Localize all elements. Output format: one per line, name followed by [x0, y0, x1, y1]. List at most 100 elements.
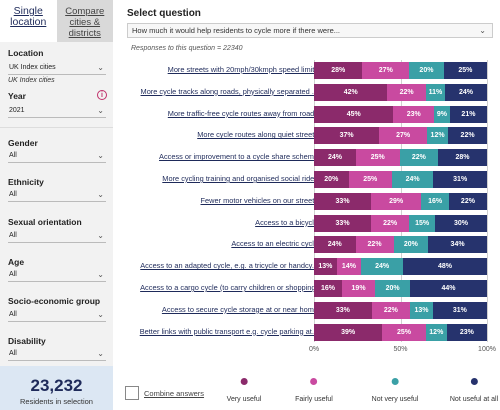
bar-segment[interactable]: 33% — [314, 301, 372, 319]
year-select[interactable]: 2021 ⌄ — [8, 105, 106, 118]
bar-segment[interactable]: 22% — [448, 192, 487, 210]
category-label[interactable]: More traffic-free cycle routes away from… — [167, 108, 318, 118]
gender-select[interactable]: All ⌄ — [8, 150, 106, 163]
bar-segment[interactable]: 20% — [409, 62, 444, 79]
category-label[interactable]: Better links with public transport e.g. … — [139, 326, 318, 336]
stacked-bar[interactable]: 33% 22% 15% 30% — [314, 214, 487, 232]
bar-segment[interactable]: 22% — [387, 83, 426, 101]
location-label: Location — [8, 48, 44, 58]
bar-segment[interactable]: 42% — [314, 83, 388, 101]
stacked-bar[interactable]: 20% 25% 24% 31% — [314, 171, 487, 188]
bar-segment[interactable]: 33% — [314, 192, 372, 210]
bar-segment[interactable]: 23% — [446, 323, 487, 341]
legend-dot-icon — [391, 378, 399, 385]
tab-single-location[interactable]: Single location — [0, 0, 57, 42]
stacked-bar[interactable]: 42% 22% 11% 24% — [314, 83, 487, 101]
sexual-orientation-select[interactable]: All ⌄ — [8, 230, 106, 243]
bar-segment[interactable]: 20% — [393, 236, 429, 254]
bar-segment[interactable]: 22% — [371, 214, 410, 232]
question-select[interactable]: How much it would help residents to cycl… — [127, 23, 493, 38]
bar-segment[interactable]: 20% — [375, 280, 411, 297]
bar-segment[interactable]: 28% — [314, 62, 363, 79]
stacked-bar[interactable]: 37% 27% 12% 22% — [314, 127, 487, 145]
bar-segment[interactable]: 25% — [355, 149, 400, 167]
category-label[interactable]: Access to an electric cycle — [231, 239, 318, 249]
stacked-bar[interactable]: 45% 23% 9% 21% — [314, 105, 487, 123]
category-label[interactable]: More cycle routes along quiet streets — [197, 130, 318, 140]
bar-segment[interactable]: 31% — [433, 171, 487, 188]
stacked-bar[interactable]: 39% 25% 12% 23% — [314, 323, 487, 341]
combine-answers-label[interactable]: Combine answers — [144, 388, 205, 398]
bar-segment[interactable]: 22% — [355, 236, 394, 254]
age-select[interactable]: All ⌄ — [8, 269, 106, 282]
bar-segment[interactable]: 45% — [314, 105, 394, 123]
bar-segment[interactable]: 13% — [410, 301, 433, 319]
bar-segment[interactable]: 16% — [314, 280, 342, 297]
stacked-bar[interactable]: 28% 27% 20% 25% — [314, 62, 487, 79]
bar-segment[interactable]: 48% — [403, 258, 487, 276]
sidebar: Single location Compare cities & distric… — [0, 0, 113, 410]
bar-segment[interactable]: 25% — [348, 171, 392, 188]
stacked-bar[interactable]: 24% 25% 22% 28% — [314, 149, 487, 167]
bar-segment[interactable]: 12% — [426, 127, 449, 145]
bar-segment[interactable]: 16% — [421, 192, 449, 210]
bar-segment[interactable]: 24% — [314, 236, 356, 254]
stacked-bar[interactable]: 16% 19% 20% 44% — [314, 280, 487, 297]
bar-segment[interactable]: 11% — [425, 83, 446, 101]
bar-segment[interactable]: 9% — [434, 105, 450, 123]
category-label[interactable]: More cycling training and organised soci… — [162, 174, 318, 183]
bar-segment[interactable]: 37% — [314, 127, 380, 145]
bar-segment[interactable]: 14% — [336, 258, 362, 276]
bar-segment[interactable]: 24% — [445, 83, 487, 101]
location-select[interactable]: UK Index cities ⌄ — [8, 62, 106, 75]
combine-answers-checkbox[interactable] — [125, 386, 139, 400]
category-label[interactable]: Access or improvement to a cycle share s… — [159, 152, 318, 162]
category-label[interactable]: More streets with 20mph/30kmph speed lim… — [167, 65, 318, 74]
category-label[interactable]: Access to secure cycle storage at or nea… — [161, 304, 318, 314]
bar-segment[interactable]: 22% — [448, 127, 487, 145]
bar-segment[interactable]: 20% — [314, 171, 349, 188]
ethnicity-select[interactable]: All ⌄ — [8, 189, 106, 202]
stacked-bar[interactable]: 33% 29% 16% 22% — [314, 192, 487, 210]
chart-row: Better links with public transport e.g. … — [113, 323, 500, 341]
combine-answers[interactable]: Combine answers — [125, 386, 204, 400]
legend-label: Not very useful — [371, 396, 419, 403]
stacked-bar[interactable]: 33% 22% 13% 31% — [314, 301, 487, 319]
bar-segment[interactable]: 21% — [449, 105, 487, 123]
bar-segment[interactable]: 28% — [438, 149, 487, 167]
bar-segment[interactable]: 13% — [314, 258, 337, 276]
stacked-bar[interactable]: 24% 22% 20% 34% — [314, 236, 487, 254]
category-label[interactable]: Access to a cargo cycle (to carry childr… — [140, 283, 318, 292]
bar-segment[interactable]: 44% — [410, 280, 487, 297]
tab-compare-cities[interactable]: Compare cities & districts — [56, 0, 113, 42]
category-label[interactable]: More cycle tracks along roads, physicall… — [140, 86, 318, 96]
bar-segment[interactable]: 15% — [409, 214, 436, 232]
bar-segment[interactable]: 22% — [371, 301, 411, 319]
bar-segment[interactable]: 29% — [371, 192, 422, 210]
category-label[interactable]: Access to a bicycle — [255, 217, 318, 227]
bar-segment[interactable]: 27% — [362, 62, 410, 79]
bar-segment[interactable]: 33% — [314, 214, 372, 232]
chevron-down-icon: ⌄ — [97, 190, 104, 199]
bar-segment[interactable]: 25% — [382, 323, 426, 341]
disability-select[interactable]: All ⌄ — [8, 348, 106, 361]
bar-segment[interactable]: 24% — [361, 258, 404, 276]
chart-row: More traffic-free cycle routes away from… — [113, 105, 500, 123]
bar-segment[interactable]: 23% — [393, 105, 435, 123]
bar-segment[interactable]: 27% — [379, 127, 427, 145]
category-label[interactable]: Fewer motor vehicles on our streets — [200, 195, 318, 205]
bar-segment[interactable]: 34% — [428, 236, 487, 254]
stacked-bar[interactable]: 13% 14% 24% 48% — [314, 258, 487, 276]
bar-segment[interactable]: 24% — [314, 149, 356, 167]
socio-economic-select[interactable]: All ⌄ — [8, 309, 106, 322]
bar-segment[interactable]: 19% — [341, 280, 376, 297]
bar-segment[interactable]: 31% — [432, 301, 487, 319]
bar-segment[interactable]: 12% — [425, 323, 447, 341]
bar-segment[interactable]: 25% — [443, 62, 487, 79]
bar-segment[interactable]: 22% — [399, 149, 439, 167]
bar-segment[interactable]: 30% — [435, 214, 487, 232]
category-label[interactable]: Access to an adapted cycle, e.g. a tricy… — [140, 261, 318, 271]
bar-segment[interactable]: 39% — [314, 323, 383, 341]
bar-segment[interactable]: 24% — [391, 171, 434, 188]
info-icon[interactable]: i — [97, 90, 107, 100]
